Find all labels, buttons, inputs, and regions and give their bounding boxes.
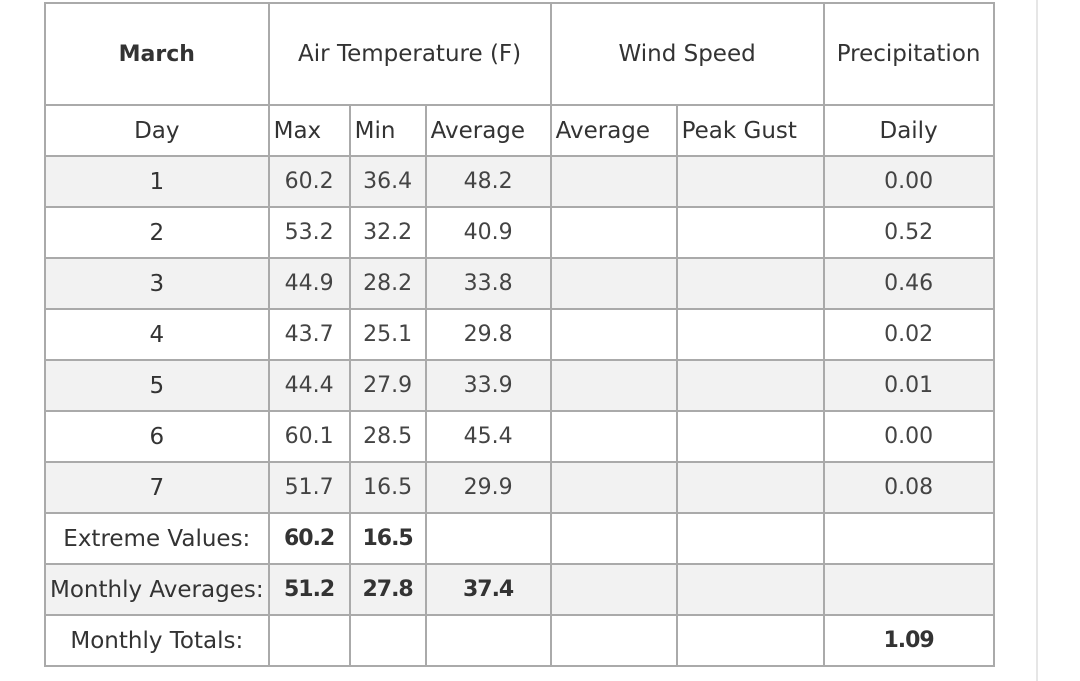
cell: 44.4 [267,359,351,412]
table-row: 4 43.7 25.1 29.8 0.02 [44,308,995,361]
table-row: 7 51.7 16.5 29.9 0.08 [44,461,995,514]
cell: 27.8 [348,563,427,616]
cell: 33.9 [424,359,552,412]
group-header: Air Temperature (F) [267,2,552,106]
cell [549,461,678,514]
cell [424,614,552,667]
cell: 25.1 [348,308,427,361]
table-row: 1 60.2 36.4 48.2 0.00 [44,155,995,208]
cell: 29.9 [424,461,552,514]
cell [348,614,427,667]
cell: 32.2 [348,206,427,259]
row-label: 6 [44,410,270,463]
column-header: Daily [822,104,995,157]
cell [549,614,678,667]
row-label: 5 [44,359,270,412]
row-label: 1 [44,155,270,208]
cell: 1.09 [822,614,995,667]
cell: 16.5 [348,512,427,565]
cell: 53.2 [267,206,351,259]
cell: 51.2 [267,563,351,616]
row-label: 3 [44,257,270,310]
header-row: March Air Temperature (F) Wind Speed Pre… [44,2,995,106]
cell [549,359,678,412]
cell: 60.2 [267,512,351,565]
cell: 0.02 [822,308,995,361]
cell [675,155,825,208]
column-header: Max [267,104,351,157]
cell: 28.2 [348,257,427,310]
cell: 40.9 [424,206,552,259]
group-header: Precipitation [822,2,995,106]
cell: 36.4 [348,155,427,208]
cell [549,410,678,463]
cell [675,410,825,463]
cell [424,512,552,565]
cell: 0.00 [822,410,995,463]
cell: 27.9 [348,359,427,412]
cell [549,206,678,259]
weather-table: March Air Temperature (F) Wind Speed Pre… [44,2,995,667]
cell: 0.46 [822,257,995,310]
row-label: Extreme Values: [44,512,270,565]
cell [675,206,825,259]
cell: 60.2 [267,155,351,208]
cell: 60.1 [267,410,351,463]
cell: 51.7 [267,461,351,514]
cell [549,308,678,361]
cell: 43.7 [267,308,351,361]
row-label: Monthly Averages: [44,563,270,616]
group-header: Wind Speed [549,2,825,106]
cell: 45.4 [424,410,552,463]
table-row: Extreme Values: 60.2 16.5 [44,512,995,565]
row-label: 4 [44,308,270,361]
column-header-row: Day Max Min Average Average Peak Gust Da… [44,104,995,157]
cell [675,614,825,667]
cell [822,563,995,616]
column-header: Min [348,104,427,157]
column-header: Peak Gust [675,104,825,157]
cell [675,359,825,412]
cell: 37.4 [424,563,552,616]
month-header: March [44,2,270,106]
cell: 33.8 [424,257,552,310]
table-row: 6 60.1 28.5 45.4 0.00 [44,410,995,463]
cell: 0.08 [822,461,995,514]
table-row: 3 44.9 28.2 33.8 0.46 [44,257,995,310]
cell [675,512,825,565]
cell [675,563,825,616]
cell: 16.5 [348,461,427,514]
cell: 0.00 [822,155,995,208]
cell: 0.52 [822,206,995,259]
column-header: Average [549,104,678,157]
cell [675,308,825,361]
cell: 28.5 [348,410,427,463]
table-row: 5 44.4 27.9 33.9 0.01 [44,359,995,412]
table-body: March Air Temperature (F) Wind Speed Pre… [44,2,995,667]
cell [549,257,678,310]
column-header: Average [424,104,552,157]
cell: 48.2 [424,155,552,208]
cell [675,461,825,514]
cell [549,155,678,208]
cell [549,563,678,616]
row-label: Monthly Totals: [44,614,270,667]
cell [549,512,678,565]
cell [822,512,995,565]
table-row: 2 53.2 32.2 40.9 0.52 [44,206,995,259]
cell [675,257,825,310]
table-row: Monthly Totals: 1.09 [44,614,995,667]
cell [267,614,351,667]
row-label: 2 [44,206,270,259]
table-row: Monthly Averages: 51.2 27.8 37.4 [44,563,995,616]
row-label: 7 [44,461,270,514]
column-header: Day [44,104,270,157]
cell: 0.01 [822,359,995,412]
cell: 29.8 [424,308,552,361]
scroll-edge [1036,0,1038,681]
cell: 44.9 [267,257,351,310]
